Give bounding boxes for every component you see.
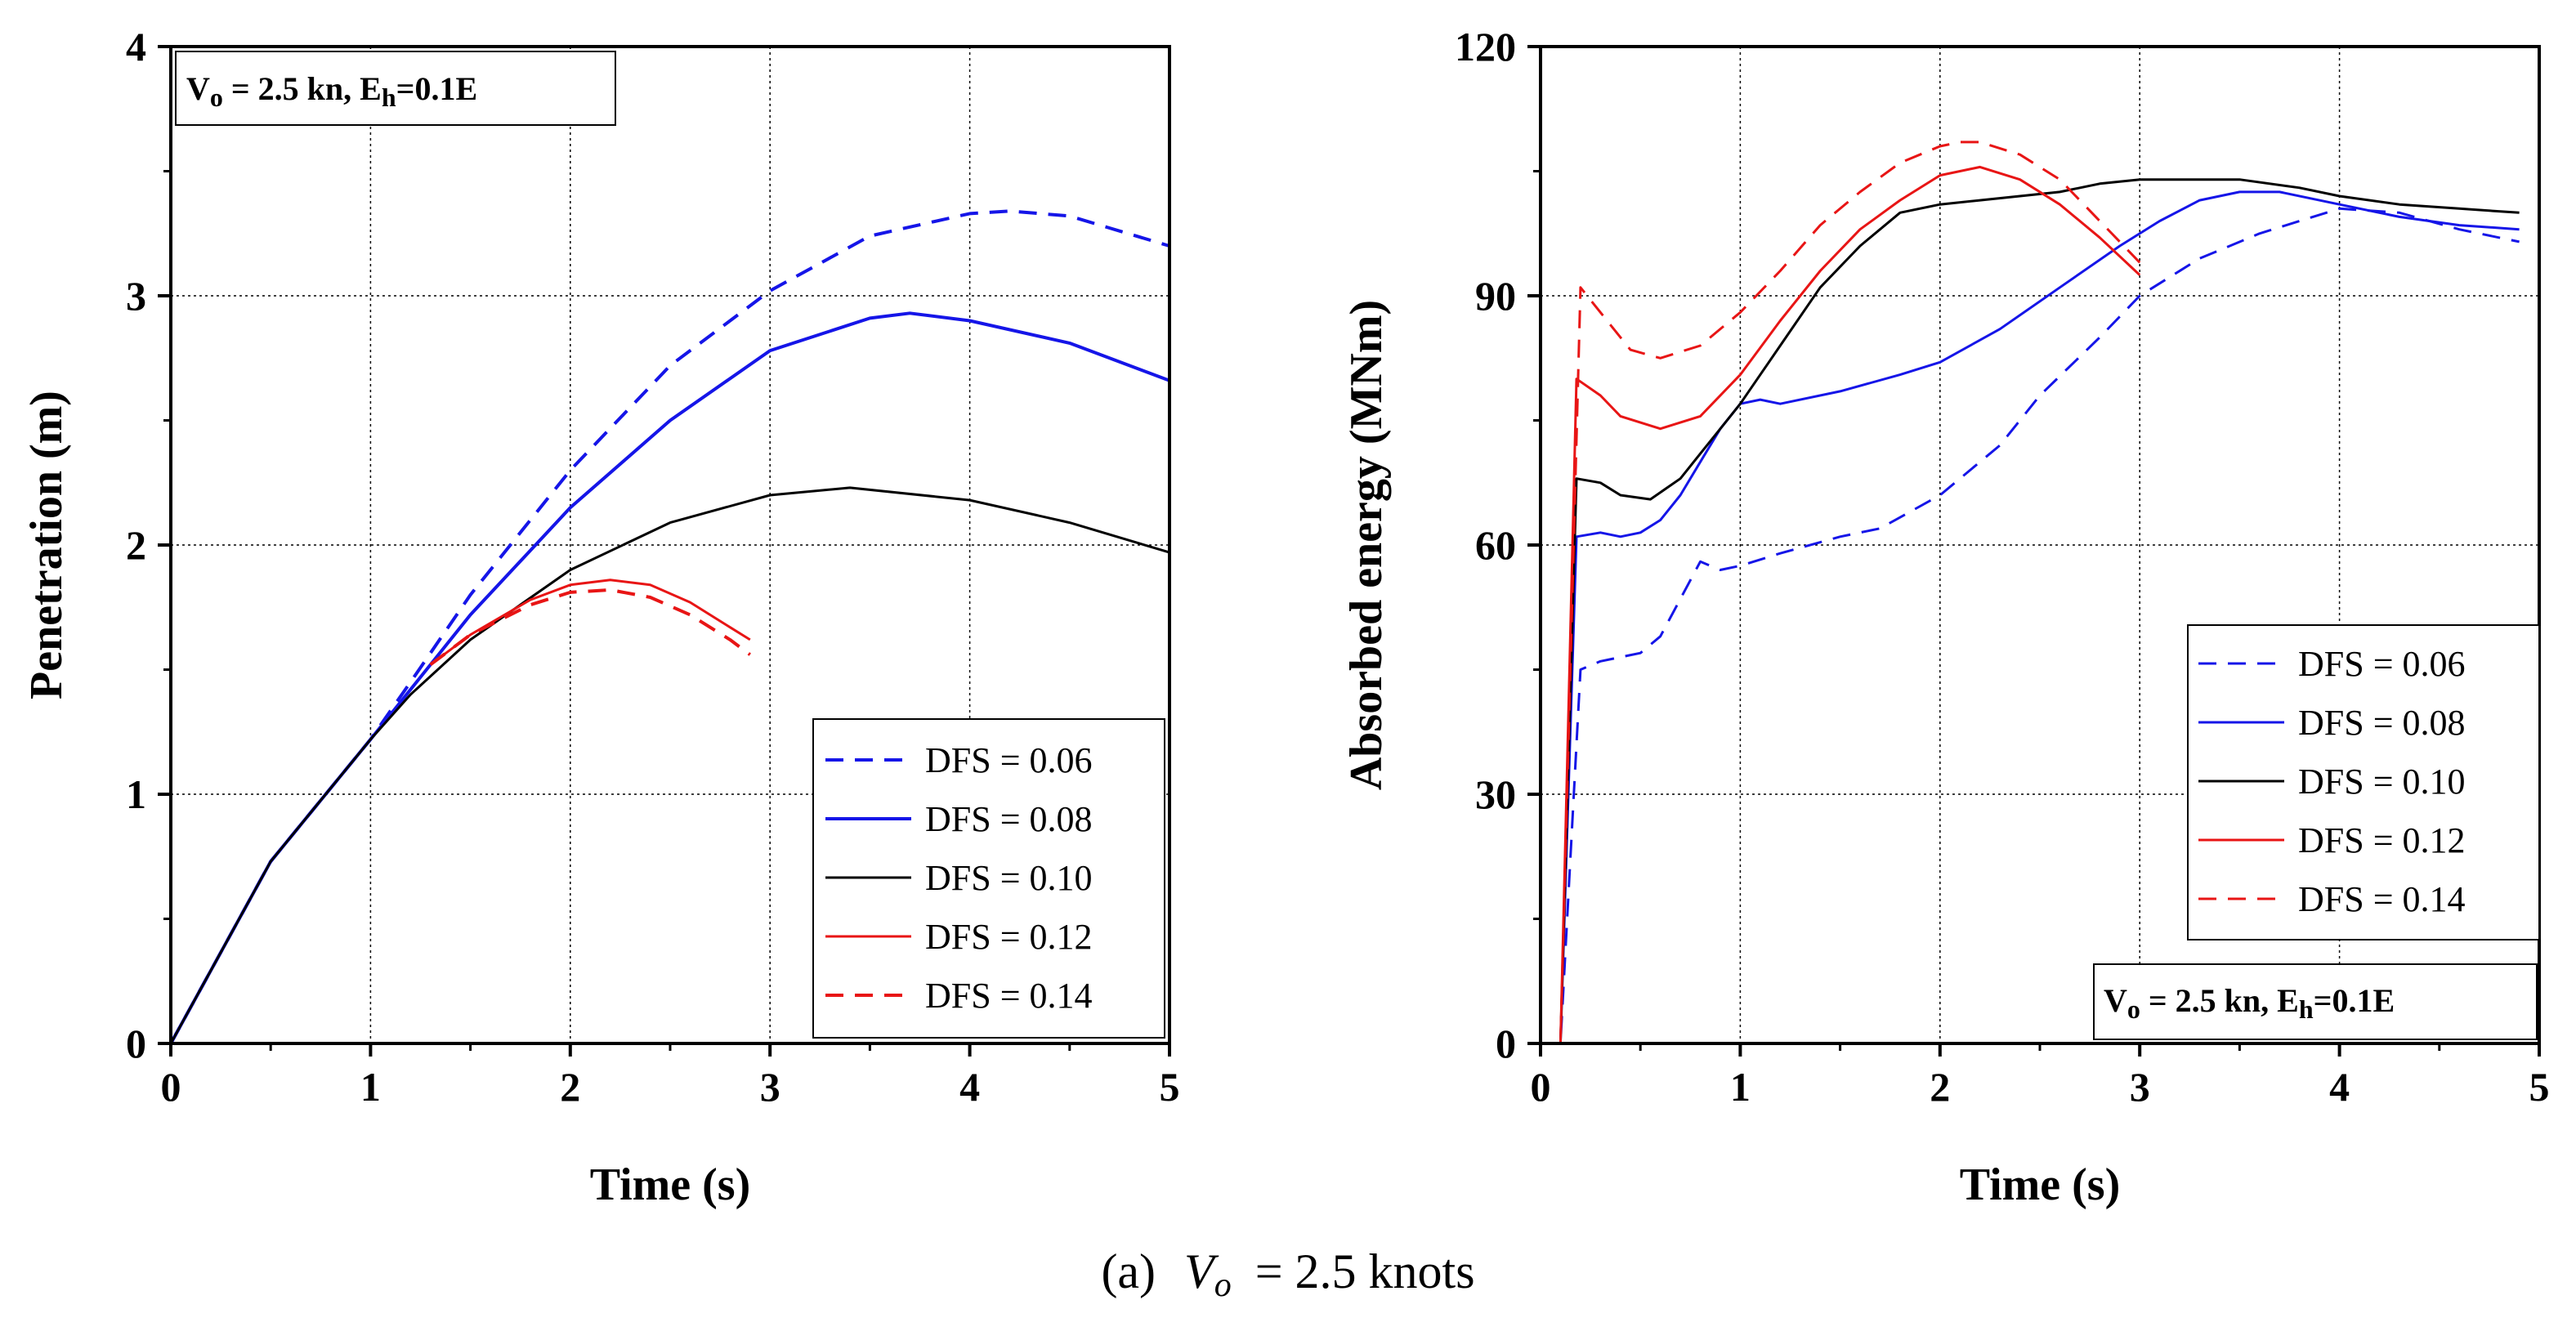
caption-subscript: o	[1214, 1267, 1232, 1304]
caption-rest: = 2.5 knots	[1255, 1244, 1475, 1298]
y-axis-label: Absorbed energy (MNm)	[1341, 300, 1392, 790]
x-tick-label: 0	[1531, 1064, 1551, 1110]
svg-text:Vo = 2.5 kn, Eh=0.1E: Vo = 2.5 kn, Eh=0.1E	[186, 70, 477, 112]
annotation-sub1: o	[2127, 994, 2140, 1024]
series-line-012	[1541, 165, 2141, 1045]
series-line-014	[429, 588, 751, 667]
legend-entries: DFS = 0.06 DFS = 0.08 DFS = 0.10 DFS = 0.12…	[825, 740, 1093, 1016]
caption-symbol: V	[1184, 1244, 1219, 1298]
annotation-main: V	[186, 70, 210, 107]
condition-annotation: Vo = 2.5 kn, Eh=0.1E	[175, 51, 616, 126]
legend: DFS = 0.06 DFS = 0.08 DFS = 0.10 DFS = 0.12…	[812, 718, 1165, 1039]
x-tick-label: 3	[2130, 1064, 2150, 1110]
x-tick-label: 1	[1730, 1064, 1751, 1110]
x-tick-label: 4	[959, 1064, 980, 1110]
legend-label: DFS = 0.10	[925, 858, 1093, 898]
ticks: 0 1 2 3 4 5 0 1 2 3 4	[126, 24, 1180, 1110]
caption-label: (a)	[1101, 1244, 1156, 1298]
y-tick-label: 0	[1496, 1021, 1516, 1066]
y-tick-label: 120	[1455, 24, 1516, 69]
x-tick-label: 4	[2329, 1064, 2350, 1110]
penetration-chart: 0 1 2 3 4 5 0 1 2 3 4 Time (s) Penetration (m) Vo …	[21, 24, 1180, 1210]
legend-entries: DFS = 0.06 DFS = 0.08 DFS = 0.10 DFS = 0.12…	[2198, 644, 2466, 919]
legend-label: DFS = 0.10	[2298, 762, 2466, 802]
y-tick-label: 1	[126, 771, 146, 817]
annotation-main: V	[2104, 982, 2127, 1019]
legend-label: DFS = 0.08	[2298, 703, 2466, 743]
legend-label: DFS = 0.12	[2298, 820, 2466, 860]
legend-label: DFS = 0.14	[2298, 879, 2466, 919]
series-line-010	[1541, 178, 2520, 1045]
figure-caption: (a) Vo = 2.5 knots	[1101, 1244, 1474, 1304]
series-group	[169, 209, 1170, 1044]
svg-text:Vo = 2.5 kn, Eh=0.1E: Vo = 2.5 kn, Eh=0.1E	[2104, 982, 2395, 1024]
legend-label: DFS = 0.14	[925, 976, 1093, 1016]
absorbed-energy-chart: 0 1 2 3 4 5 0 30 60 90 120 Time (s) Absorbed energ…	[1341, 24, 2550, 1210]
annotation-mid: = 2.5 kn, E	[223, 70, 382, 107]
annotation-sub2: h	[2299, 994, 2314, 1024]
x-tick-label: 5	[2529, 1064, 2550, 1110]
y-tick-label: 0	[126, 1021, 146, 1066]
series-group	[1541, 141, 2520, 1045]
series-line-006	[1541, 207, 2520, 1045]
x-tick-label: 3	[760, 1064, 780, 1110]
annotation-tail: =0.1E	[396, 70, 477, 107]
y-tick-label: 4	[126, 24, 146, 69]
y-tick-label: 3	[126, 273, 146, 319]
legend-label: DFS = 0.06	[925, 740, 1093, 780]
y-axis-label: Penetration (m)	[21, 391, 72, 699]
legend-label: DFS = 0.06	[2298, 644, 2466, 684]
x-tick-label: 2	[1930, 1064, 1950, 1110]
series-line-010	[169, 486, 1170, 1044]
y-tick-label: 90	[1475, 273, 1516, 319]
annotation-tail: =0.1E	[2314, 982, 2395, 1019]
grid	[1541, 47, 2539, 1043]
legend-label: DFS = 0.08	[925, 799, 1093, 839]
annotation-box	[175, 51, 616, 126]
series-line-014	[1541, 141, 2141, 1045]
condition-annotation: Vo = 2.5 kn, Eh=0.1E	[2093, 963, 2538, 1040]
series-line-008	[1541, 190, 2520, 1045]
annotation-sub1: o	[210, 83, 223, 112]
x-tick-label: 0	[161, 1064, 181, 1110]
x-tick-label: 2	[560, 1064, 580, 1110]
x-axis-label: Time (s)	[1960, 1159, 2121, 1210]
annotation-sub2: h	[382, 83, 396, 112]
legend: DFS = 0.06 DFS = 0.08 DFS = 0.10 DFS = 0.12…	[2187, 624, 2540, 940]
y-tick-label: 30	[1475, 771, 1516, 817]
x-tick-label: 5	[1160, 1064, 1180, 1110]
legend-label: DFS = 0.12	[925, 917, 1093, 957]
annotation-box	[2093, 963, 2538, 1040]
ticks: 0 1 2 3 4 5 0 30 60 90 120	[1455, 24, 2550, 1110]
annotation-mid: = 2.5 kn, E	[2140, 982, 2299, 1019]
y-tick-label: 2	[126, 522, 146, 568]
x-axis-label: Time (s)	[590, 1159, 751, 1210]
y-tick-label: 60	[1475, 522, 1516, 568]
x-tick-label: 1	[360, 1064, 381, 1110]
